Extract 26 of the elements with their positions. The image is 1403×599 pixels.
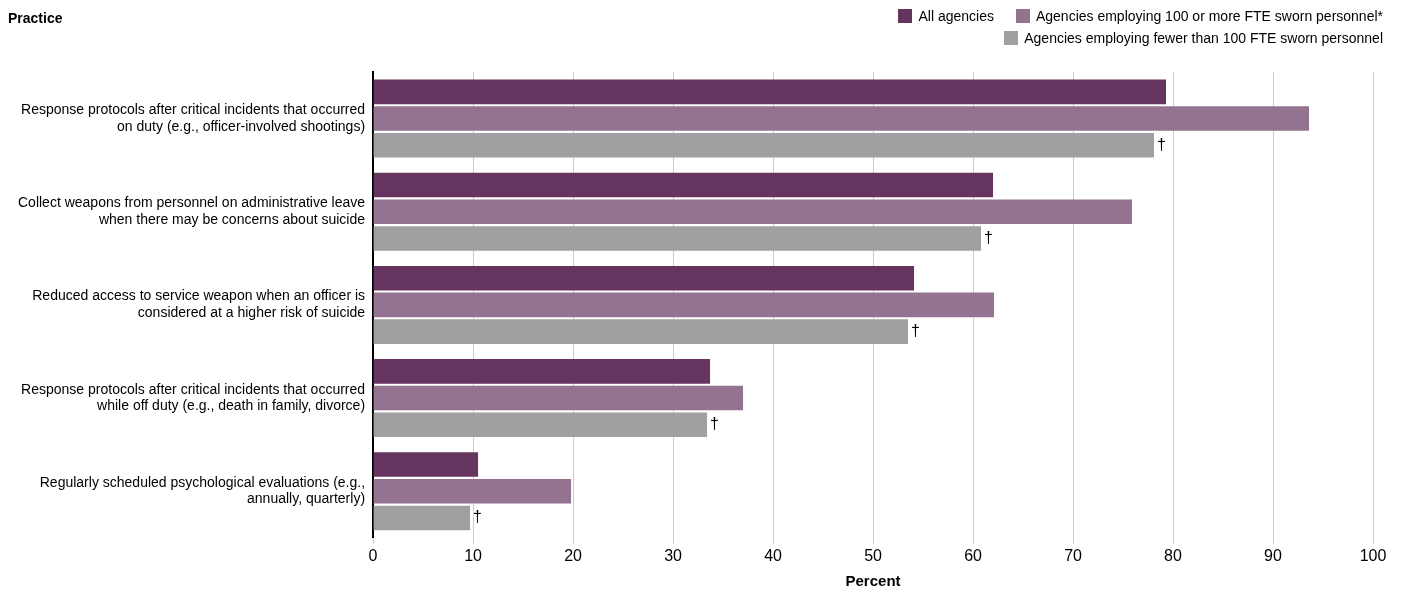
x-tick-label: 100 (1359, 546, 1387, 564)
y-tick-label: Response protocols after critical incidents that occurred on duty (e.g., officer-involved shootings) (21, 101, 366, 134)
x-tick-label: 30 (664, 546, 683, 564)
x-tick-label: 20 (564, 546, 583, 564)
data-label: † (1157, 135, 1166, 153)
x-tick-label: 10 (464, 546, 483, 564)
data-label: † (911, 322, 920, 340)
y-tick-label: Reduced access to service weapon when an officer is considered at a higher risk of suicide (32, 287, 366, 321)
y-tick-label: Collect weapons from personnel on administrative leave when there may be concerns about suicide (17, 194, 366, 227)
y-tick-label: Response protocols after critical incidents that occurred while off duty (e.g., death in family, divorce) (21, 380, 366, 414)
y-tick-label: Regularly scheduled psychological evaluations (e.g., annually, quarterly) (39, 473, 366, 507)
x-tick-label: 70 (1064, 546, 1083, 564)
x-tick-label: 60 (964, 546, 983, 564)
data-label: † (984, 228, 993, 246)
legend-label: Agencies employing fewer than 100 FTE sworn personnel (1024, 30, 1383, 46)
x-axis-title: Percent (845, 572, 901, 590)
legend-label: All agencies (918, 8, 994, 24)
y-axis-title: Practice (8, 10, 63, 26)
x-tick-label: 0 (368, 546, 378, 564)
x-tick-label: 90 (1264, 546, 1283, 564)
data-label: † (473, 508, 482, 526)
legend-label: Agencies employing 100 or more FTE sworn personnel* (1035, 8, 1383, 24)
data-label: † (710, 415, 719, 433)
x-tick-label: 50 (864, 546, 883, 564)
x-tick-label: 80 (1164, 546, 1183, 564)
x-tick-label: 40 (764, 546, 783, 564)
